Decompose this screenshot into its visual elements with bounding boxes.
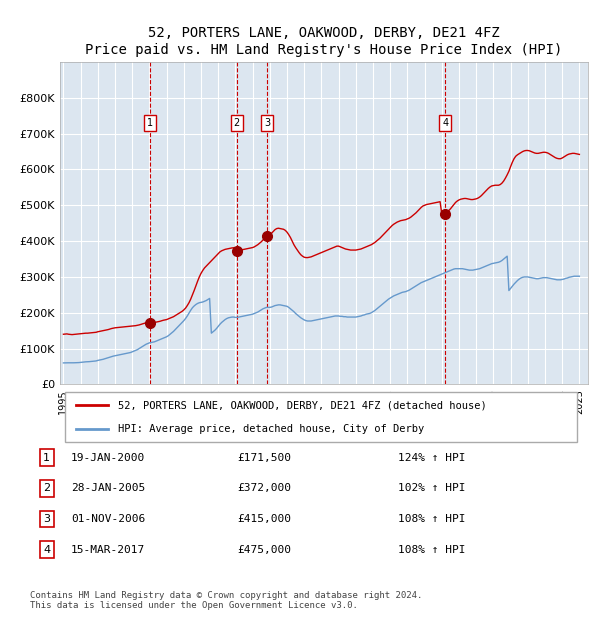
Text: HPI: Average price, detached house, City of Derby: HPI: Average price, detached house, City… (118, 423, 424, 433)
Text: 15-MAR-2017: 15-MAR-2017 (71, 544, 145, 555)
Text: 1: 1 (43, 453, 50, 463)
Text: £415,000: £415,000 (238, 514, 292, 524)
Title: 52, PORTERS LANE, OAKWOOD, DERBY, DE21 4FZ
Price paid vs. HM Land Registry's Hou: 52, PORTERS LANE, OAKWOOD, DERBY, DE21 4… (85, 27, 563, 56)
Text: 1: 1 (147, 118, 154, 128)
Text: 108% ↑ HPI: 108% ↑ HPI (398, 544, 466, 555)
Text: 19-JAN-2000: 19-JAN-2000 (71, 453, 145, 463)
Text: 108% ↑ HPI: 108% ↑ HPI (398, 514, 466, 524)
Text: £475,000: £475,000 (238, 544, 292, 555)
Text: 3: 3 (264, 118, 270, 128)
Text: 4: 4 (43, 544, 50, 555)
Text: 102% ↑ HPI: 102% ↑ HPI (398, 483, 466, 494)
Text: 2: 2 (43, 483, 50, 494)
Text: 4: 4 (442, 118, 448, 128)
Text: £372,000: £372,000 (238, 483, 292, 494)
Text: 52, PORTERS LANE, OAKWOOD, DERBY, DE21 4FZ (detached house): 52, PORTERS LANE, OAKWOOD, DERBY, DE21 4… (118, 401, 487, 410)
Text: Contains HM Land Registry data © Crown copyright and database right 2024.
This d: Contains HM Land Registry data © Crown c… (30, 591, 422, 611)
Text: 2: 2 (233, 118, 240, 128)
FancyBboxPatch shape (65, 392, 577, 442)
Text: 3: 3 (43, 514, 50, 524)
Text: £171,500: £171,500 (238, 453, 292, 463)
Text: 28-JAN-2005: 28-JAN-2005 (71, 483, 145, 494)
Text: 01-NOV-2006: 01-NOV-2006 (71, 514, 145, 524)
Text: 124% ↑ HPI: 124% ↑ HPI (398, 453, 466, 463)
